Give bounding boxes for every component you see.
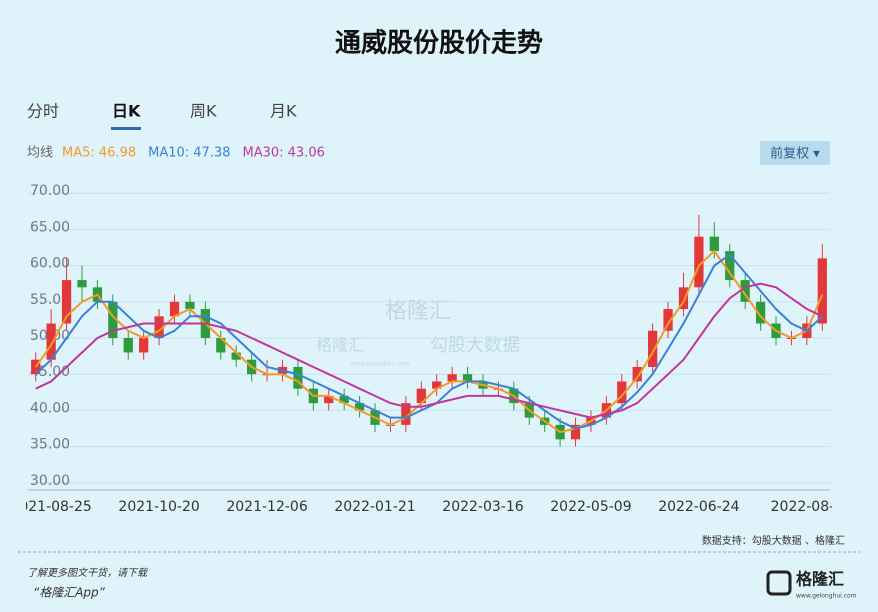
logo-icon (766, 570, 792, 596)
x-tick-label: 2021-10-20 (118, 499, 199, 515)
chart-title: 通威股份股价走势 (335, 28, 543, 59)
candle-body (462, 374, 473, 382)
watermark: 勾股大数据 (430, 335, 520, 356)
candle-body (77, 280, 87, 288)
candle-body (61, 280, 72, 324)
x-tick-label: 2022-08-1 (771, 499, 843, 515)
tab[interactable]: 周K (190, 102, 217, 121)
tab[interactable]: 日K (112, 102, 141, 121)
candle-body (216, 338, 226, 353)
candle-body (401, 403, 411, 425)
legend-title: 均线 (27, 146, 53, 161)
y-tick-label: 65.00 (30, 219, 70, 235)
candle-body (231, 352, 241, 360)
candle-body (108, 301, 118, 338)
x-tick-label: 2022-01-21 (334, 499, 415, 515)
watermark: www.gogudata.com (350, 361, 410, 368)
candle-body (447, 374, 457, 382)
footer-line1: 了解更多图文干货，请下载 (27, 567, 149, 579)
candle-body (648, 330, 658, 367)
watermark: 格隆汇 (316, 336, 364, 355)
tab[interactable]: 月K (270, 102, 297, 121)
candle-body (154, 316, 164, 338)
candle-body (416, 388, 426, 404)
candle-body (293, 366, 303, 389)
candle-body (632, 366, 642, 382)
candle-body (740, 280, 750, 302)
candle-body (617, 381, 627, 404)
ma-line (35, 282, 823, 419)
candle-body (678, 287, 689, 310)
candle-body (339, 395, 349, 404)
logo-url: www.gelonghui.com (796, 593, 857, 600)
candle-body (324, 395, 334, 404)
legend-entry: MA5: 46.98 (62, 146, 136, 161)
ma-line (35, 253, 823, 430)
tab[interactable]: 分时 (27, 102, 59, 121)
candle-body (663, 309, 673, 331)
x-tick-label: 2022-05-09 (550, 499, 631, 515)
y-tick-label: 35.00 (30, 437, 70, 453)
candle-body (432, 381, 442, 389)
candle-body (725, 251, 735, 281)
candle-body (755, 301, 766, 324)
candle-body (709, 236, 719, 252)
candle-body (185, 301, 195, 310)
watermark: 格隆汇 (385, 299, 451, 324)
adjust-button-label[interactable]: 前复权 ▾ (770, 146, 820, 162)
y-tick-label: 70.00 (30, 183, 70, 199)
logo: 格隆汇 (796, 570, 844, 589)
x-tick-label: 2021-08-25 (10, 499, 91, 515)
y-tick-label: 55.00 (30, 292, 70, 308)
y-tick-label: 40.00 (30, 400, 70, 416)
candle-body (817, 258, 827, 324)
candle-body (354, 403, 365, 411)
x-tick-label: 2021-12-06 (226, 499, 307, 515)
x-tick-label: 2022-03-16 (442, 499, 523, 515)
legend-entry: MA10: 47.38 (148, 146, 230, 161)
candle-body (694, 236, 704, 288)
legend-entry: MA30: 43.06 (243, 146, 325, 161)
source: 数据支持：勾股大数据 、格隆汇 (702, 534, 845, 547)
footer-line2: “格隆汇App” (33, 586, 106, 600)
tab-underline (111, 127, 141, 130)
y-tick-label: 30.00 (30, 473, 70, 489)
candle-body (123, 338, 133, 353)
candle-body (46, 323, 56, 360)
candle-body (139, 338, 149, 353)
adjust-button[interactable] (760, 141, 830, 165)
candle-body (169, 301, 180, 317)
candle-body (570, 424, 581, 440)
y-tick-label: 60.00 (30, 256, 70, 272)
x-tick-label: 2022-06-24 (658, 499, 739, 515)
